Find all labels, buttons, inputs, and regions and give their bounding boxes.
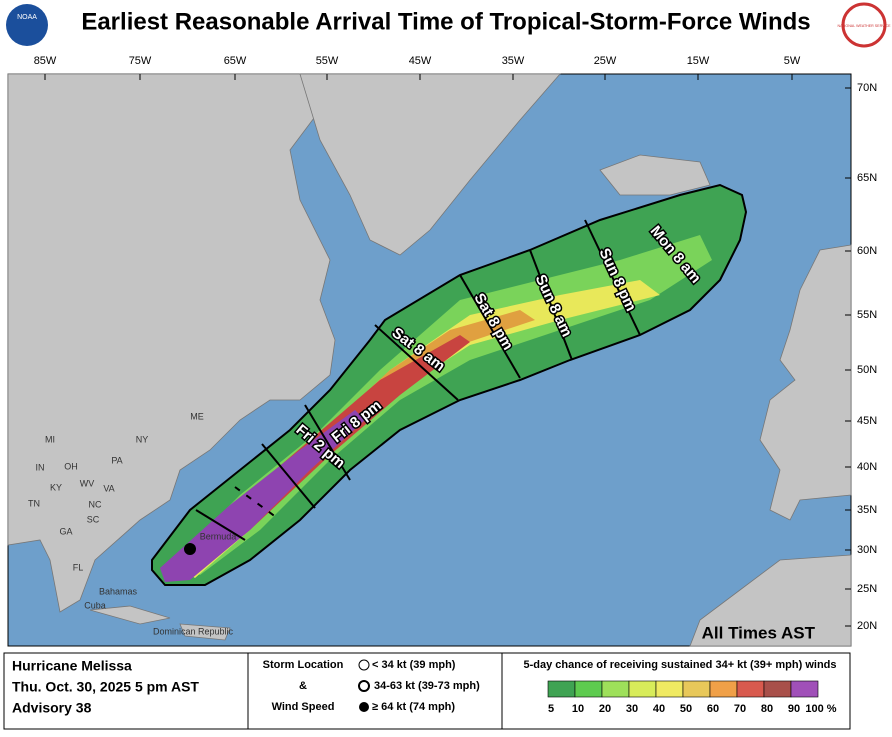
place-label: NC <box>89 499 102 509</box>
lon-label: 75W <box>129 55 152 67</box>
scale-label: 30 <box>626 703 638 715</box>
scale-label: 50 <box>680 703 692 715</box>
time-zone-note: All Times AST <box>702 623 816 642</box>
swath-90 <box>160 410 365 582</box>
title: Earliest Reasonable Arrival Time of Trop… <box>81 8 810 35</box>
lat-label: 70N <box>857 82 877 94</box>
place-label: ME <box>190 411 204 421</box>
scale-label: 80 <box>761 703 773 715</box>
lon-label: 85W <box>34 55 57 67</box>
nws-logo <box>841 2 887 48</box>
advisory-date: Thu. Oct. 30, 2025 5 pm AST <box>12 679 199 695</box>
place-label: GA <box>59 526 72 536</box>
scale-label: 40 <box>653 703 665 715</box>
place-label: Bahamas <box>99 586 138 596</box>
swath-20 <box>175 235 712 575</box>
scale-label: 20 <box>599 703 611 715</box>
place-label: MI <box>45 434 55 444</box>
lon-label: 55W <box>316 55 339 67</box>
lat-label: 50N <box>857 364 877 376</box>
place-label: FL <box>73 562 84 572</box>
lon-label: 45W <box>409 55 432 67</box>
place-label: VA <box>103 483 114 493</box>
lat-label: 45N <box>857 415 877 427</box>
lon-label: 35W <box>502 55 525 67</box>
place-label: OH <box>64 461 78 471</box>
key-title: Wind Speed <box>272 701 335 713</box>
place-label: IN <box>36 462 45 472</box>
key-item: < 34 kt (39 mph) <box>372 659 456 671</box>
lat-label: 60N <box>857 245 877 257</box>
lon-label: 25W <box>594 55 617 67</box>
lat-label: 25N <box>857 583 877 595</box>
lon-label: 65W <box>224 55 247 67</box>
place-label: NY <box>136 434 149 444</box>
place-label: WV <box>80 478 95 488</box>
scale-label: 70 <box>734 703 746 715</box>
place-label: KY <box>50 482 62 492</box>
noaa-logo-text: NOAA <box>17 14 37 21</box>
key-title: & <box>299 680 307 692</box>
lat-label: 35N <box>857 504 877 516</box>
place-label: PA <box>111 455 122 465</box>
nws-logo-text: NATIONAL WEATHER SERVICE <box>838 24 892 28</box>
scale-label: 5 <box>548 703 554 715</box>
place-label: TN <box>28 498 40 508</box>
scale-label: 90 <box>788 703 800 715</box>
lon-label: 15W <box>687 55 710 67</box>
storm-name: Hurricane Melissa <box>12 658 132 674</box>
lat-label: 55N <box>857 309 877 321</box>
lat-label: 40N <box>857 461 877 473</box>
key-item: ≥ 64 kt (74 mph) <box>372 701 455 713</box>
lon-label: 5W <box>784 55 801 67</box>
key-item: 34-63 kt (39-73 mph) <box>374 680 480 692</box>
place-label: Cuba <box>84 600 106 610</box>
lat-label: 20N <box>857 620 877 632</box>
advisory-number: Advisory 38 <box>12 700 92 716</box>
storm-position <box>184 543 196 555</box>
scale-label: 100 % <box>805 703 836 715</box>
scale-title: 5-day chance of receiving sustained 34+ … <box>524 659 837 671</box>
lat-label: 30N <box>857 544 877 556</box>
place-label: Dominican Republic <box>153 626 234 636</box>
noaa-logo <box>6 4 48 46</box>
place-label: Bermuda <box>200 531 237 541</box>
place-label: SC <box>87 514 100 524</box>
key-title: Storm Location <box>263 659 344 671</box>
scale-label: 60 <box>707 703 719 715</box>
lat-label: 65N <box>857 172 877 184</box>
scale-label: 10 <box>572 703 584 715</box>
